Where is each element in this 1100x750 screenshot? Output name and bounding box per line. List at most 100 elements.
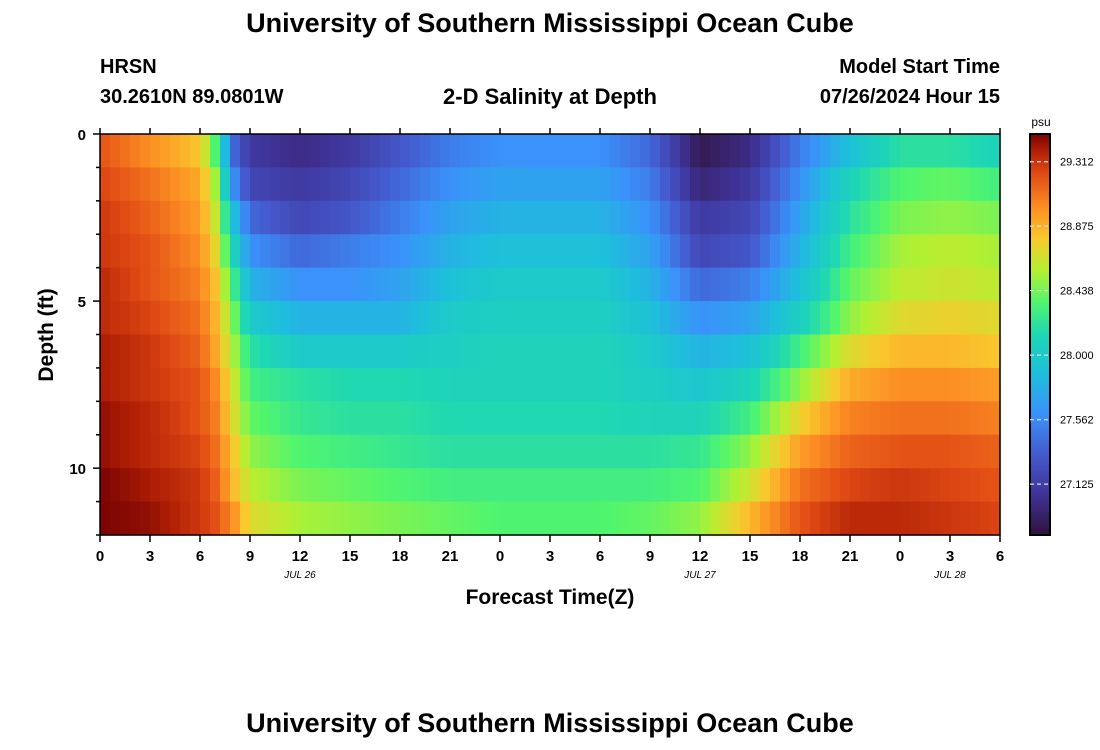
heatmap-cell [140,468,151,503]
heatmap-cell [340,334,351,369]
heatmap-cell [610,434,621,469]
heatmap-cell [420,200,431,235]
heatmap-cell [360,401,371,436]
heatmap-cell [980,234,991,269]
heatmap-cell [850,401,861,436]
heatmap-cell [310,401,321,436]
heatmap-cell [820,267,831,302]
heatmap-cell [720,234,731,269]
x-tick-label: 21 [442,548,459,565]
heatmap-cell [130,134,141,169]
heatmap-cell [900,468,911,503]
heatmap-cell [290,134,301,169]
heatmap-cell [900,367,911,402]
heatmap-cell [490,367,501,402]
heatmap-cell [940,200,951,235]
heatmap-cell [500,367,511,402]
heatmap-cell [270,167,281,202]
heatmap-cell [170,134,181,169]
heatmap-cell [370,267,381,302]
heatmap-cell [380,234,391,269]
heatmap-cell [710,501,721,536]
heatmap-cell [650,167,661,202]
colorbar-tick-label: 28.438 [1060,286,1094,298]
heatmap-cell [510,367,521,402]
heatmap-cell [880,267,891,302]
heatmap-cell [260,301,271,336]
station-coordinates: 30.2610N 89.0801W [100,86,284,108]
heatmap-cell [310,334,321,369]
heatmap-cell [570,134,581,169]
heatmap-cell [610,468,621,503]
heatmap-cell [380,468,391,503]
heatmap-cell [380,401,391,436]
heatmap-cell [820,167,831,202]
heatmap-cell [280,234,291,269]
heatmap-cell [630,501,641,536]
heatmap-cell [680,200,691,235]
heatmap-cell [910,167,921,202]
heatmap-cell [900,301,911,336]
heatmap-cell [370,401,381,436]
heatmap-cell [470,468,481,503]
heatmap-cell [190,267,201,302]
heatmap-cell [550,434,561,469]
heatmap-cell [540,401,551,436]
heatmap-cell [750,200,761,235]
heatmap-cell [870,200,881,235]
heatmap-cell [520,301,531,336]
heatmap-cell [920,167,931,202]
heatmap-cell [310,200,321,235]
heatmap-cell [250,134,261,169]
heatmap-cell [670,134,681,169]
heatmap-cell [780,401,791,436]
heatmap-cell [300,434,311,469]
heatmap-cell [340,468,351,503]
heatmap-cell [280,367,291,402]
heatmap-cell [660,301,671,336]
heatmap-cell [160,401,171,436]
heatmap-cell [860,367,871,402]
heatmap-cell [690,367,701,402]
heatmap-cell [320,234,331,269]
heatmap-cell [730,401,741,436]
heatmap-cell [460,234,471,269]
heatmap-cell [790,501,801,536]
heatmap-cell [630,167,641,202]
heatmap-cell [680,334,691,369]
heatmap-cell [460,468,471,503]
heatmap-cell [260,468,271,503]
heatmap-cell [410,367,421,402]
heatmap-cell [380,334,391,369]
y-axis-ticks: 0 5 10 [69,127,100,536]
heatmap-cell [180,134,191,169]
heatmap-cell [160,234,171,269]
heatmap-cell [720,134,731,169]
heatmap-cell [120,434,131,469]
heatmap-cell [550,134,561,169]
heatmap-cell [280,401,291,436]
heatmap-cell [140,234,151,269]
heatmap-cell [830,234,841,269]
heatmap-cell [540,167,551,202]
heatmap-cell [850,434,861,469]
heatmap-cell [500,234,511,269]
heatmap-cell [860,301,871,336]
heatmap-cell [730,234,741,269]
heatmap-cell [810,468,821,503]
heatmap-cell [430,434,441,469]
heatmap-cell [710,134,721,169]
heatmap-cell [920,501,931,536]
heatmap-cell [250,501,261,536]
heatmap-cell [960,334,971,369]
heatmap-cell [290,301,301,336]
heatmap-cell [170,401,181,436]
heatmap-cell [510,134,521,169]
heatmap-cell [370,134,381,169]
heatmap-cell [110,167,121,202]
heatmap-cell [500,200,511,235]
heatmap-cell [680,134,691,169]
heatmap-cell [430,234,441,269]
heatmap-cell [870,167,881,202]
